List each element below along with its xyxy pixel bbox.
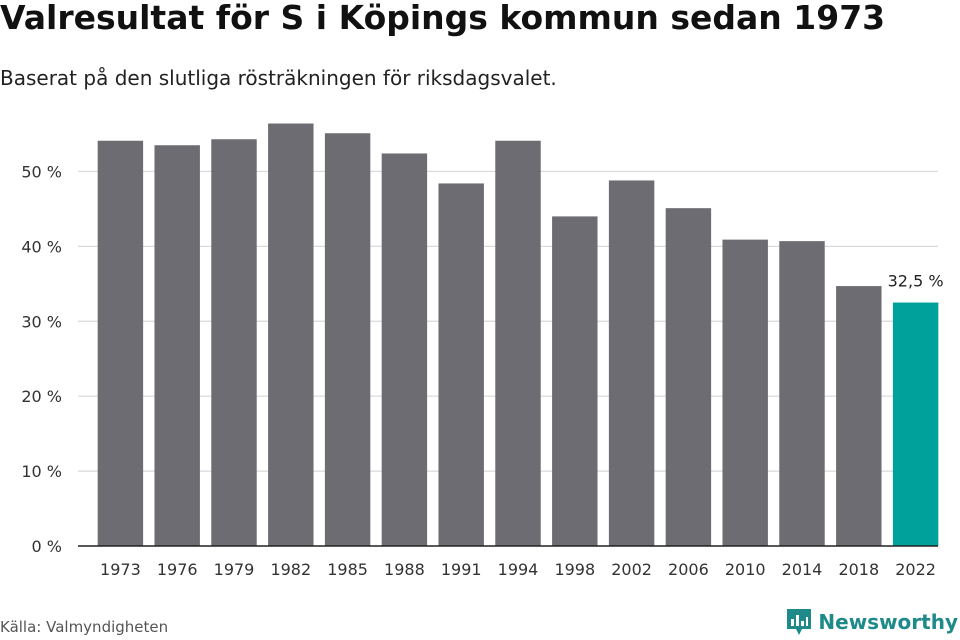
bar-2006 bbox=[665, 208, 712, 546]
chart-subtitle: Baserat på den slutliga rösträkningen fö… bbox=[0, 66, 557, 90]
y-tick-label: 20 % bbox=[21, 387, 62, 406]
bar-1982 bbox=[268, 123, 314, 546]
x-tick-label: 1973 bbox=[100, 560, 141, 579]
x-tick-label: 2022 bbox=[895, 560, 936, 579]
y-tick-label: 50 % bbox=[21, 162, 62, 181]
brand: Newsworthy bbox=[786, 608, 958, 636]
y-tick-label: 10 % bbox=[21, 462, 62, 481]
bar-2014 bbox=[779, 241, 825, 546]
data-label-highlight: 32,5 % bbox=[888, 272, 944, 291]
chart-title: Valresultat för S i Köpings kommun sedan… bbox=[0, 0, 886, 37]
x-tick-label: 1994 bbox=[498, 560, 539, 579]
x-axis-ticks: 1973 1976 1979 1982 1985 1988 1991 1994 1998 2002… bbox=[100, 560, 936, 579]
y-tick-label: 0 % bbox=[32, 537, 62, 556]
bar-1985 bbox=[324, 133, 371, 546]
bar-1998 bbox=[552, 216, 598, 546]
x-tick-label: 1988 bbox=[384, 560, 425, 579]
source-note: Källa: Valmyndigheten bbox=[0, 618, 169, 636]
x-tick-label: 1985 bbox=[327, 560, 368, 579]
x-tick-label: 2002 bbox=[611, 560, 652, 579]
data-labels: 32,5 % bbox=[888, 272, 944, 291]
x-tick-label: 2010 bbox=[725, 560, 766, 579]
x-tick-label: 1976 bbox=[157, 560, 198, 579]
y-tick-label: 40 % bbox=[21, 237, 62, 256]
bar-2018 bbox=[836, 286, 882, 546]
bar-1976 bbox=[154, 145, 200, 546]
bar-1973 bbox=[97, 140, 144, 546]
bar-2002 bbox=[608, 180, 655, 546]
x-tick-label: 2018 bbox=[838, 560, 879, 579]
bar-2010 bbox=[722, 239, 768, 546]
x-tick-label: 1979 bbox=[214, 560, 255, 579]
bars bbox=[97, 123, 939, 546]
bar-1988 bbox=[381, 153, 428, 546]
x-tick-label: 1982 bbox=[270, 560, 311, 579]
x-tick-label: 2006 bbox=[668, 560, 709, 579]
newsworthy-logo-icon bbox=[787, 609, 812, 635]
bar-1994 bbox=[495, 140, 541, 546]
bar-2022 bbox=[892, 302, 939, 546]
x-tick-label: 1998 bbox=[554, 560, 595, 579]
y-axis-ticks: 0 % 10 % 20 % 30 % 40 % 50 % bbox=[21, 162, 62, 556]
bar-1979 bbox=[211, 139, 257, 546]
y-tick-label: 30 % bbox=[21, 312, 62, 331]
brand-name: Newsworthy bbox=[818, 610, 958, 634]
x-tick-label: 2014 bbox=[782, 560, 823, 579]
x-tick-label: 1991 bbox=[441, 560, 482, 579]
bar-1991 bbox=[438, 183, 484, 546]
